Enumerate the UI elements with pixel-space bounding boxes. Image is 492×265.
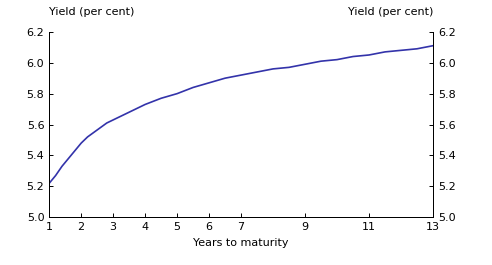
X-axis label: Years to maturity: Years to maturity: [193, 238, 289, 248]
Text: Yield (per cent): Yield (per cent): [347, 7, 433, 17]
Text: Yield (per cent): Yield (per cent): [49, 7, 135, 17]
